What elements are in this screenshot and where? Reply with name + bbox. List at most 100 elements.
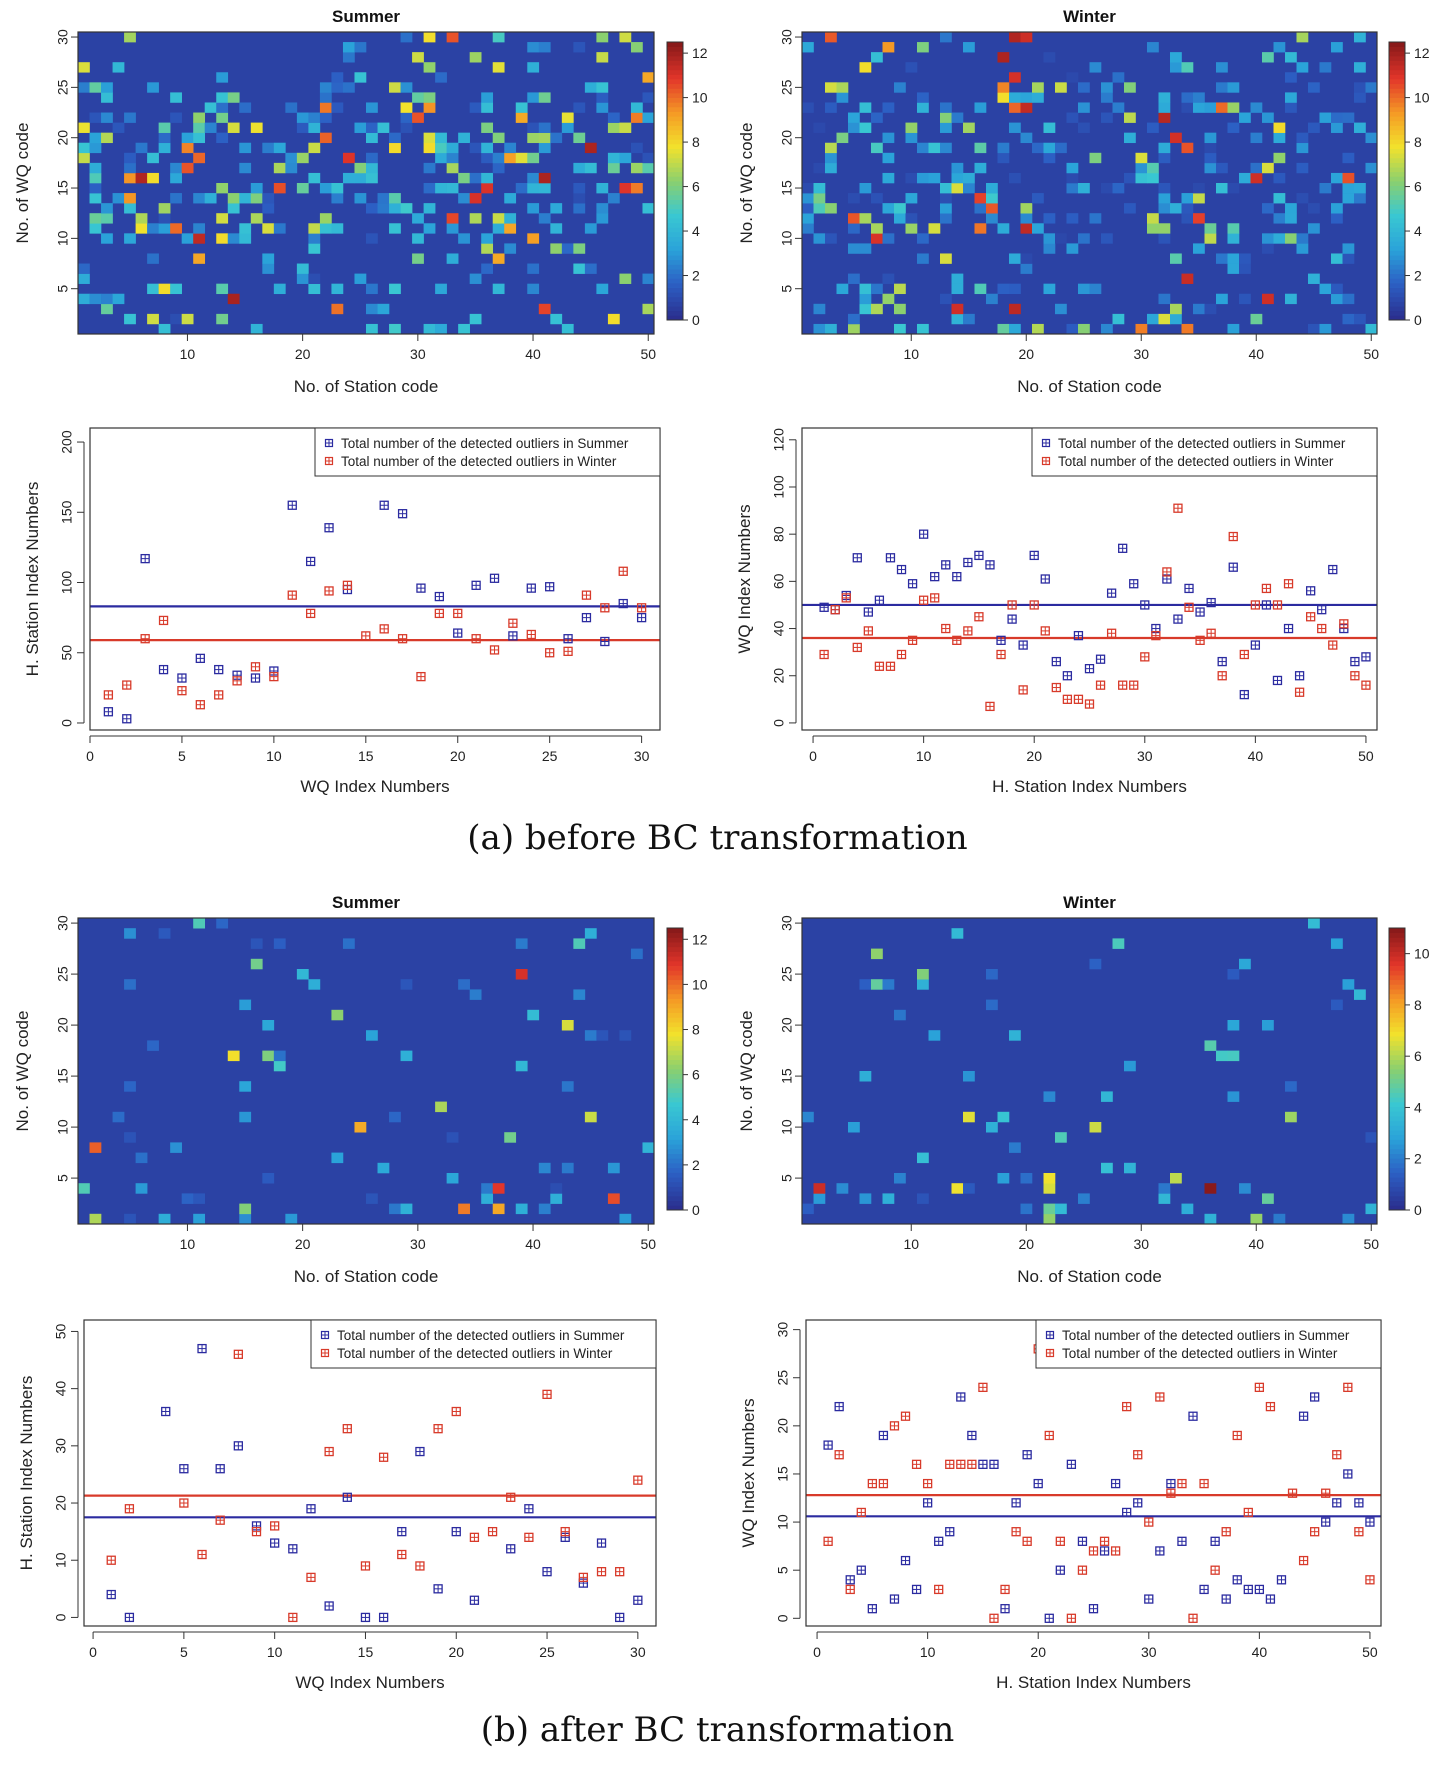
- summer-point: [508, 631, 518, 641]
- y-tick-label: 0: [771, 719, 787, 727]
- heat-cell: [584, 162, 597, 174]
- heat-cell: [285, 102, 298, 113]
- colorbar-segment: [667, 74, 683, 80]
- heat-cell: [331, 193, 344, 204]
- winter-point: [596, 1567, 607, 1577]
- heat-cell: [78, 293, 90, 305]
- heat-cell: [527, 172, 540, 184]
- heat-cell: [596, 52, 609, 63]
- winter-point: [469, 1532, 480, 1542]
- heat-cell: [481, 1193, 494, 1204]
- winter-point: [179, 1498, 189, 1508]
- x-tick-label: 40: [1248, 748, 1264, 764]
- heat-cell: [928, 172, 941, 184]
- heat-cell: [308, 223, 321, 234]
- heat-cell: [607, 1193, 620, 1204]
- colorbar-segment: [1389, 970, 1405, 976]
- y-axis-label: H. Station Index Numbers: [23, 482, 42, 677]
- heat-cell: [1204, 142, 1217, 154]
- heat-cell: [366, 122, 378, 133]
- colorbar-segment: [1389, 1083, 1405, 1089]
- colorbar-segment: [667, 998, 683, 1004]
- heat-cell: [1181, 213, 1194, 224]
- x-tick-label: 20: [448, 1644, 464, 1660]
- heat-cell: [527, 152, 540, 164]
- winter-point: [397, 1549, 407, 1560]
- heat-cell: [389, 323, 401, 335]
- colorbar-segment: [667, 139, 683, 145]
- y-tick-label: 20: [775, 1418, 791, 1434]
- colorbar-segment: [667, 42, 683, 48]
- colorbar-segment: [667, 979, 683, 985]
- heat-cell: [1354, 122, 1366, 133]
- colorbar-segment: [667, 213, 683, 219]
- heat-cell: [882, 273, 895, 284]
- heat-cell: [963, 1111, 975, 1123]
- heat-cell: [1296, 62, 1309, 73]
- heat-cell: [239, 999, 252, 1011]
- y-tick-label: 20: [771, 668, 787, 684]
- heat-cell: [366, 102, 378, 113]
- winter-point: [1265, 1401, 1276, 1412]
- heat-cell: [1250, 132, 1263, 144]
- heat-cell: [630, 112, 643, 123]
- heat-cell: [135, 213, 148, 224]
- heat-cell: [573, 243, 586, 254]
- colorbar-segment: [1389, 1017, 1405, 1023]
- heat-cell: [446, 152, 459, 164]
- heat-cell: [1020, 1173, 1033, 1184]
- heat-cell: [1227, 223, 1240, 234]
- heat-cell: [871, 283, 883, 295]
- winter-point: [823, 1536, 833, 1546]
- summer-point: [1361, 652, 1371, 662]
- winter-point: [1365, 1575, 1375, 1585]
- heat-cell: [1181, 92, 1194, 103]
- colorbar-segment: [667, 51, 683, 57]
- heat-cell: [227, 233, 240, 244]
- heat-cell: [262, 1173, 275, 1184]
- colorbar-segment: [667, 222, 683, 228]
- colorbar-segment: [1389, 937, 1405, 943]
- winter-point: [841, 593, 851, 603]
- colorbar-segment: [667, 1106, 683, 1112]
- heat-cell: [974, 142, 987, 154]
- heat-cell: [400, 1203, 413, 1215]
- heat-cell: [435, 152, 447, 164]
- heat-cell: [423, 142, 436, 154]
- heat-cell: [882, 152, 895, 164]
- heat-cell: [1066, 323, 1079, 335]
- colorbar-segment: [667, 1167, 683, 1173]
- heat-cell: [170, 283, 182, 295]
- heat-cell: [986, 1122, 998, 1133]
- heat-cell: [986, 203, 998, 214]
- heat-cell: [1147, 213, 1159, 224]
- heat-cell: [1285, 102, 1297, 113]
- heat-cell: [1158, 233, 1171, 244]
- heat-cell: [561, 122, 574, 133]
- summer-point: [1177, 1536, 1187, 1546]
- heat-cell: [1239, 1183, 1251, 1194]
- colorbar-segment: [1389, 296, 1405, 302]
- summer-point: [967, 1430, 977, 1441]
- heat-cell: [296, 152, 309, 164]
- heat-cell: [1296, 193, 1309, 204]
- heat-cell: [250, 323, 263, 335]
- heat-cell: [1354, 82, 1366, 93]
- summer-point: [1210, 1536, 1220, 1546]
- winter-point: [1173, 503, 1183, 513]
- heat-cell: [78, 82, 90, 93]
- heat-cell: [1365, 162, 1378, 174]
- heat-cell: [481, 152, 494, 164]
- heat-cell: [319, 183, 332, 194]
- colorbar-segment: [667, 1130, 683, 1136]
- heat-cell: [928, 142, 941, 154]
- colorbar-segment: [1389, 984, 1405, 990]
- colorbar-segment: [1389, 250, 1405, 256]
- colorbar-segment: [1389, 1186, 1405, 1192]
- colorbar-segment: [1389, 1139, 1405, 1145]
- colorbar-segment: [667, 1163, 683, 1169]
- heat-cell: [1101, 1091, 1113, 1102]
- heat-cell: [596, 32, 609, 43]
- heat-cell: [1342, 172, 1355, 184]
